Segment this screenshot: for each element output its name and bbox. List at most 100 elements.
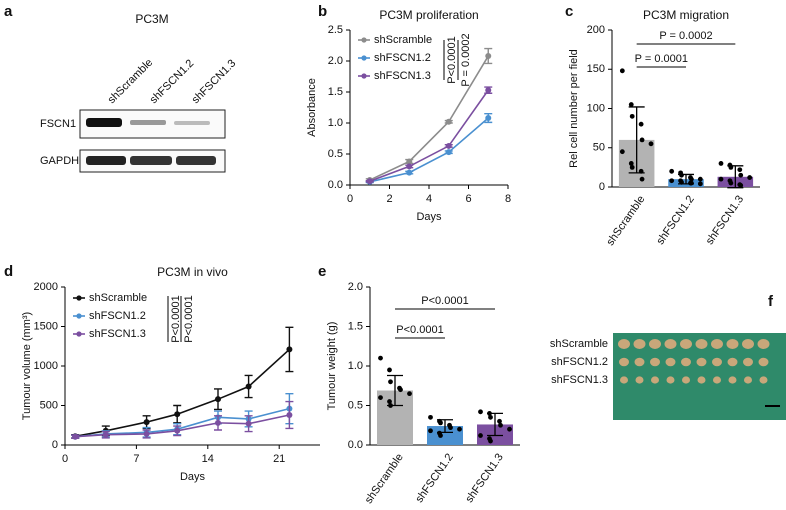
legend-label: shScramble [374,34,432,46]
data-point [286,411,293,418]
data-point [378,395,383,400]
data-point [697,181,703,187]
legend-label: shScramble [89,292,147,304]
data-point [378,355,383,361]
tumour [759,376,768,384]
panel-label: a [4,3,13,20]
y-tick-label: 50 [593,142,605,154]
data-point [669,168,675,174]
x-tick-label: 0 [62,453,68,465]
x-tick-label: 14 [202,453,214,465]
x-tick-label: 4 [426,193,432,205]
panel-label: e [318,263,326,280]
data-point [639,176,645,182]
legend-label: shFSCN1.2 [374,52,431,64]
annotation: P = 0.0001 [635,53,688,65]
data-point [406,169,413,176]
data-point [507,426,512,432]
data-point [215,396,221,403]
error-bar [727,165,744,189]
data-point [737,167,743,173]
data-point [445,149,452,156]
y-axis-label: Tumour volume (mm³) [21,312,33,420]
data-point [628,102,634,107]
data-point [738,172,744,178]
y-tick-label: 200 [587,24,605,36]
y-tick-label: 2.0 [348,281,363,293]
data-point [488,438,493,444]
x-tick-label: shFSCN1.2 [654,194,696,247]
lane-label: shFSCN1.3 [190,57,239,106]
lane-label: shFSCN1.2 [148,57,197,106]
data-point [438,420,443,426]
y-tick-label: 0 [599,181,605,193]
data-point [445,118,452,125]
legend-marker [76,313,82,319]
tumour [743,357,753,367]
photo-row-label: shScramble [550,338,608,350]
data-point [679,172,684,178]
panel-label: f [768,293,774,310]
chart-title: PC3M proliferation [379,8,478,22]
data-point [718,161,724,166]
blot-row-label: FSCN1 [40,118,76,130]
tumour [681,357,691,367]
data-point [689,176,694,182]
tumour [620,376,628,384]
photo-row-label: shFSCN1.2 [551,356,608,368]
data-point [619,68,625,74]
data-point [747,175,753,180]
y-tick-label: 1.0 [348,360,363,372]
annotation: P<0.0001 [183,295,195,342]
x-tick-label: 2 [386,193,392,205]
y-tick-label: 1.5 [328,86,343,98]
data-point [72,433,79,440]
data-point [398,387,403,393]
annotation: P<0.0001 [421,295,468,307]
data-point [669,178,675,184]
data-point [406,163,413,170]
legend-marker [361,55,367,61]
data-point [174,411,181,418]
tumour [726,339,739,349]
y-tick-label: 150 [587,63,605,75]
data-point [638,121,644,127]
tumour [682,376,690,384]
x-tick-label: shScramble [363,452,406,506]
error-bar [628,106,645,174]
annotation: P = 0.0002 [460,33,472,86]
data-point [174,427,181,434]
x-tick-label: 7 [133,453,139,465]
data-point [445,142,452,149]
data-point [689,180,694,186]
panel-label: d [4,263,13,280]
tumour [680,339,692,349]
bar [427,426,463,445]
annotation: P<0.0001 [446,36,458,83]
data-point [428,428,433,434]
data-point [497,418,502,424]
data-point [448,425,453,431]
photo-row-label: shFSCN1.3 [551,374,608,386]
tumour [633,339,646,349]
tumour [649,339,661,349]
data-point [639,137,645,143]
tumour [758,357,769,367]
annotation: P<0.0001 [396,324,443,336]
tumour [635,376,644,384]
data-point [738,183,744,188]
data-point [245,420,252,427]
tumour [696,357,707,367]
tumour [728,376,737,384]
tumour [695,339,708,349]
error-bar [437,419,453,434]
data-point [387,399,392,404]
panel-label: b [318,3,327,20]
data-point [488,414,493,420]
data-point [366,178,373,185]
y-tick-label: 0 [52,439,58,451]
y-tick-label: 100 [587,102,605,114]
data-point [387,367,392,373]
panel-label: c [565,3,573,20]
